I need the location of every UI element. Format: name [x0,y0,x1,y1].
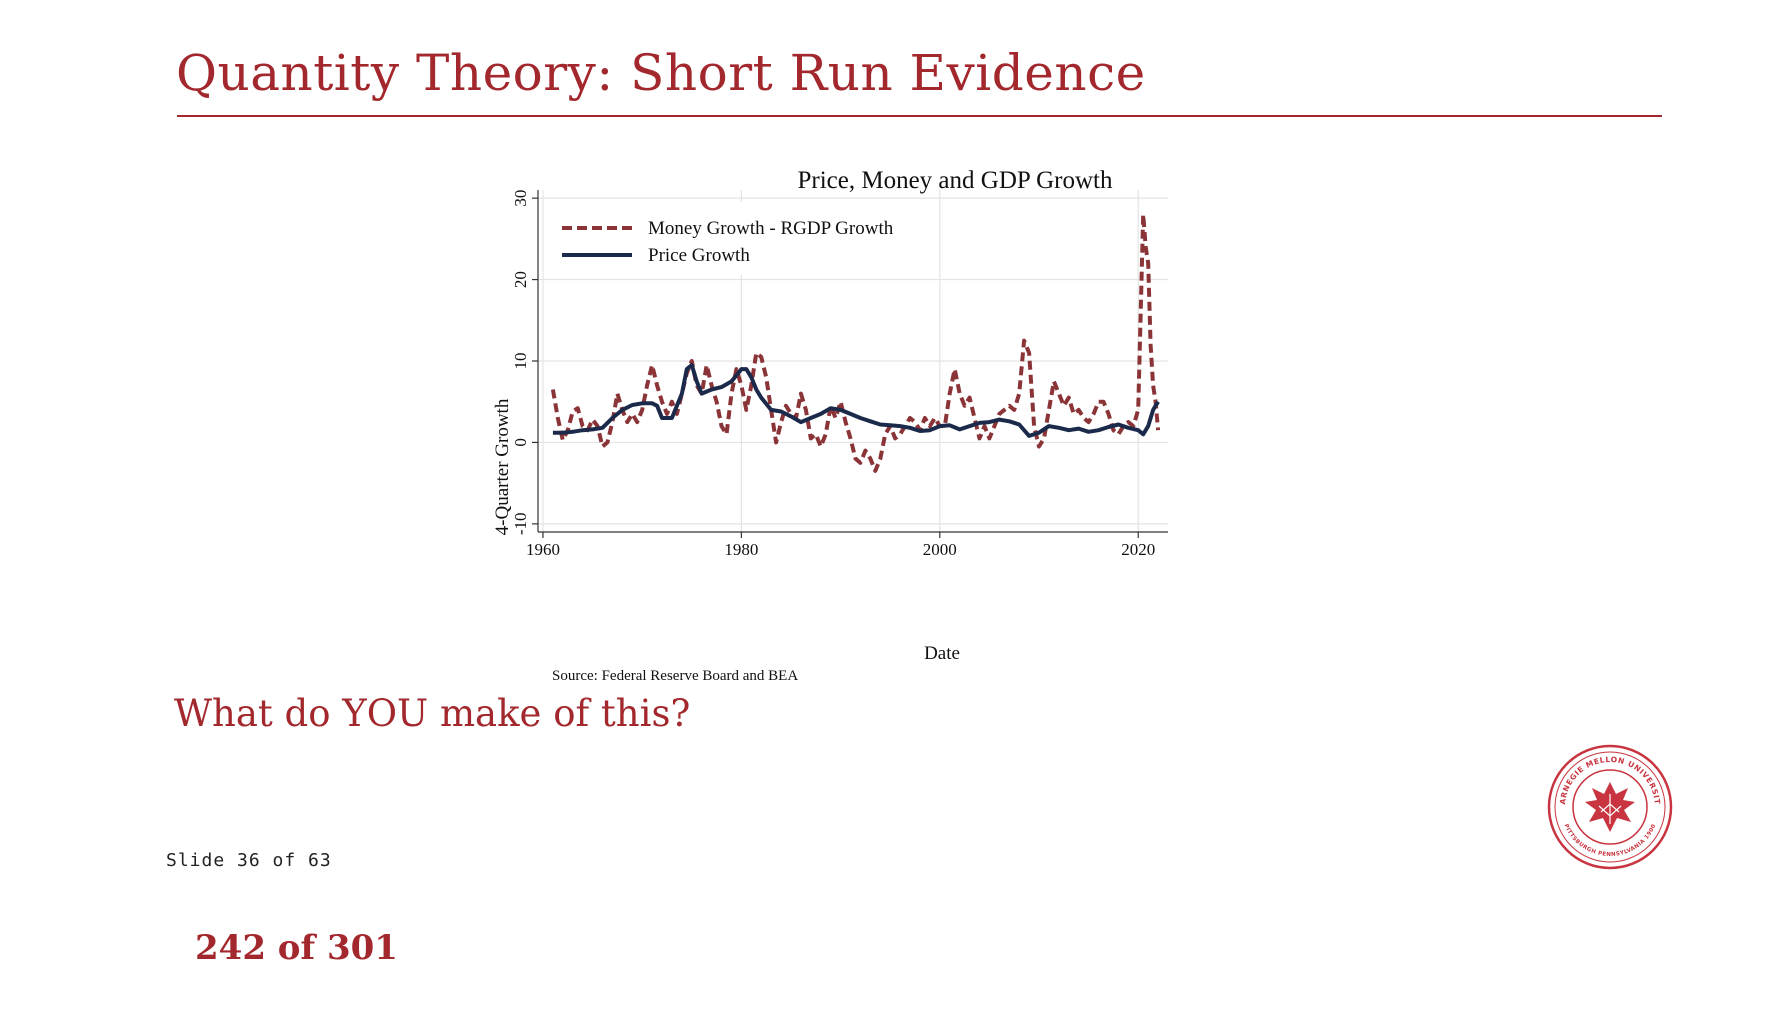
legend-box [547,202,932,275]
x-tick-label: 2000 [923,540,957,559]
chart-title: Price, Money and GDP Growth [797,167,1113,194]
x-axis-label: Date [924,643,960,664]
discussion-question: What do YOU make of this? [174,692,691,735]
page-counter: 242 of 301 [195,928,398,968]
thistle-seal-icon: CARNEGIE MELLON UNIVERSITY PITTSBURGH PE… [1545,742,1673,870]
y-tick-label: -10 [511,513,530,536]
source-note: Source: Federal Reserve Board and BEA [552,668,798,684]
y-tick-label: 30 [511,190,530,207]
series-line-price-growth [552,363,1160,438]
y-tick-label: 0 [511,438,530,447]
x-tick-label: 1960 [526,540,560,559]
line-chart: Price, Money and GDP Growth -10 0 10 20 30 19… [492,167,1168,684]
x-tick-label: 1980 [724,540,758,559]
legend-label-price: Price Growth [648,245,750,266]
y-tick-label: 10 [511,353,530,370]
series-line-money-growth [550,212,1161,473]
y-tick-label: 20 [511,271,530,288]
series-layer [550,212,1161,473]
title-rule [177,115,1662,117]
axes: -10 0 10 20 30 1960 1980 2000 2020 [511,190,1168,559]
y-axis-label: 4-Quarter Growth [492,398,513,535]
x-tick-label: 2020 [1121,540,1155,559]
slide-counter: Slide 36 of 63 [166,850,332,871]
legend-label-money: Money Growth - RGDP Growth [648,218,894,239]
slide-title: Quantity Theory: Short Run Evidence [176,44,1146,102]
